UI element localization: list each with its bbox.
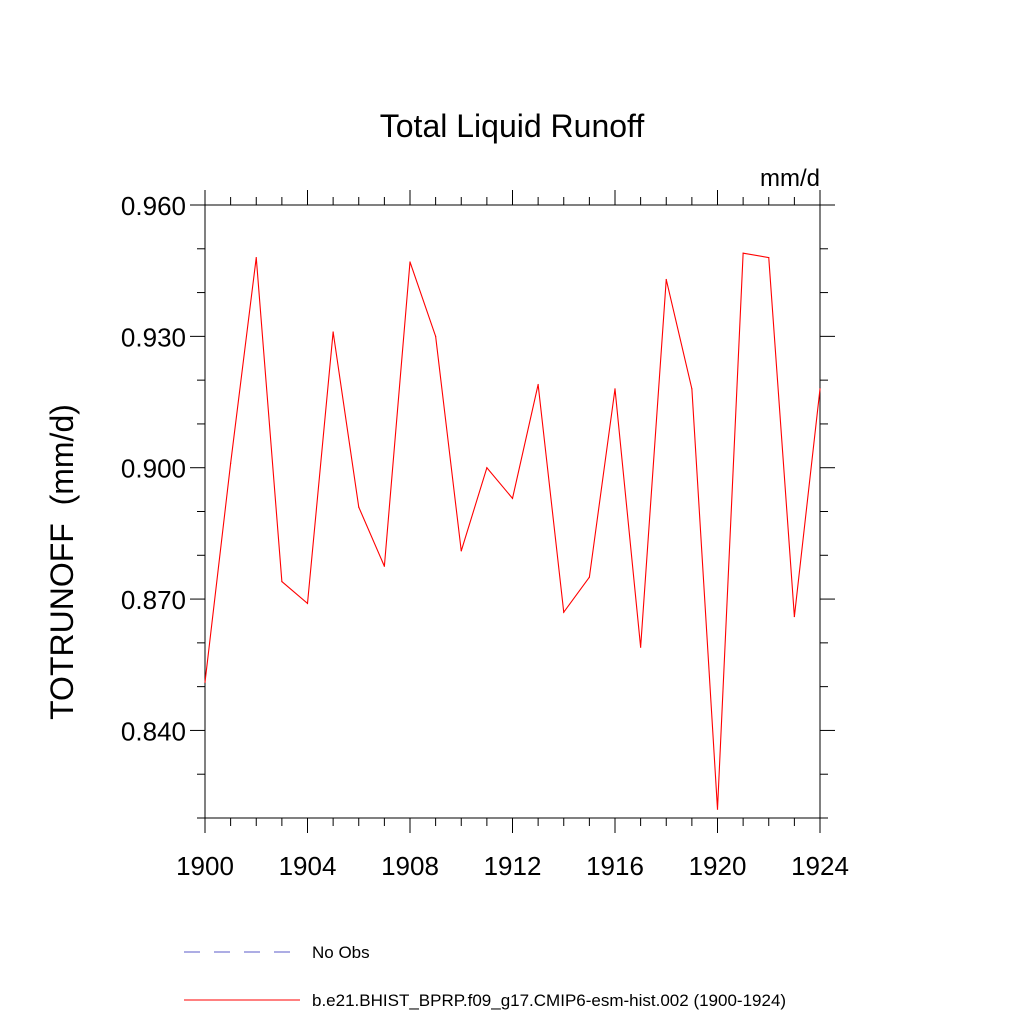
data-point xyxy=(588,576,590,578)
data-point xyxy=(511,497,514,499)
data-point xyxy=(819,388,821,390)
data-point xyxy=(383,565,385,567)
x-tick-label: 1904 xyxy=(279,851,337,881)
legend: No Obs b.e21.BHIST_BPRP.f09_g17.CMIP6-esm… xyxy=(184,943,786,1010)
data-point xyxy=(332,331,334,333)
y-tick-label: 0.930 xyxy=(121,322,186,352)
data-point xyxy=(435,335,437,337)
x-tick-label: 1924 xyxy=(791,851,849,881)
data-point xyxy=(409,261,411,263)
data-point xyxy=(691,388,693,390)
data-point xyxy=(537,383,539,386)
y-axis-label: TOTRUNOFF (mm/d) xyxy=(44,404,80,720)
data-point xyxy=(742,252,744,254)
data-point xyxy=(563,611,565,613)
data-point xyxy=(230,462,232,464)
x-tick-label: 1900 xyxy=(176,851,234,881)
y-tick-label: 0.900 xyxy=(121,454,186,484)
data-point xyxy=(486,467,488,469)
data-point xyxy=(358,506,360,508)
x-axis: 1900 1904 1908 1912 1916 1920 1924 xyxy=(176,190,849,881)
data-point xyxy=(793,615,795,618)
legend-label: b.e21.BHIST_BPRP.f09_g17.CMIP6-esm-hist.… xyxy=(312,991,786,1010)
data-point xyxy=(255,256,257,259)
data-point xyxy=(614,388,616,390)
data-point xyxy=(640,646,642,648)
data-point xyxy=(460,550,462,552)
x-tick-label: 1908 xyxy=(381,851,439,881)
x-tick-label: 1912 xyxy=(484,851,542,881)
data-point xyxy=(281,580,283,583)
y-tick-label: 0.960 xyxy=(121,191,186,221)
data-point xyxy=(665,278,667,281)
data-point xyxy=(306,602,309,605)
units-label: mm/d xyxy=(760,165,820,192)
series-group xyxy=(204,252,821,810)
data-point xyxy=(716,808,719,810)
y-tick-label: 0.870 xyxy=(121,585,186,615)
series-line xyxy=(204,252,821,810)
plot-frame xyxy=(204,204,821,819)
y-tick-label: 0.840 xyxy=(121,716,186,746)
legend-label: No Obs xyxy=(312,943,370,962)
data-point xyxy=(768,256,770,259)
chart-title: Total Liquid Runoff xyxy=(380,108,645,144)
x-tick-label: 1920 xyxy=(689,851,747,881)
x-tick-label: 1916 xyxy=(586,851,644,881)
data-point xyxy=(204,681,206,683)
y-axis: 0.840 0.870 0.900 0.930 0.960 xyxy=(121,191,835,819)
